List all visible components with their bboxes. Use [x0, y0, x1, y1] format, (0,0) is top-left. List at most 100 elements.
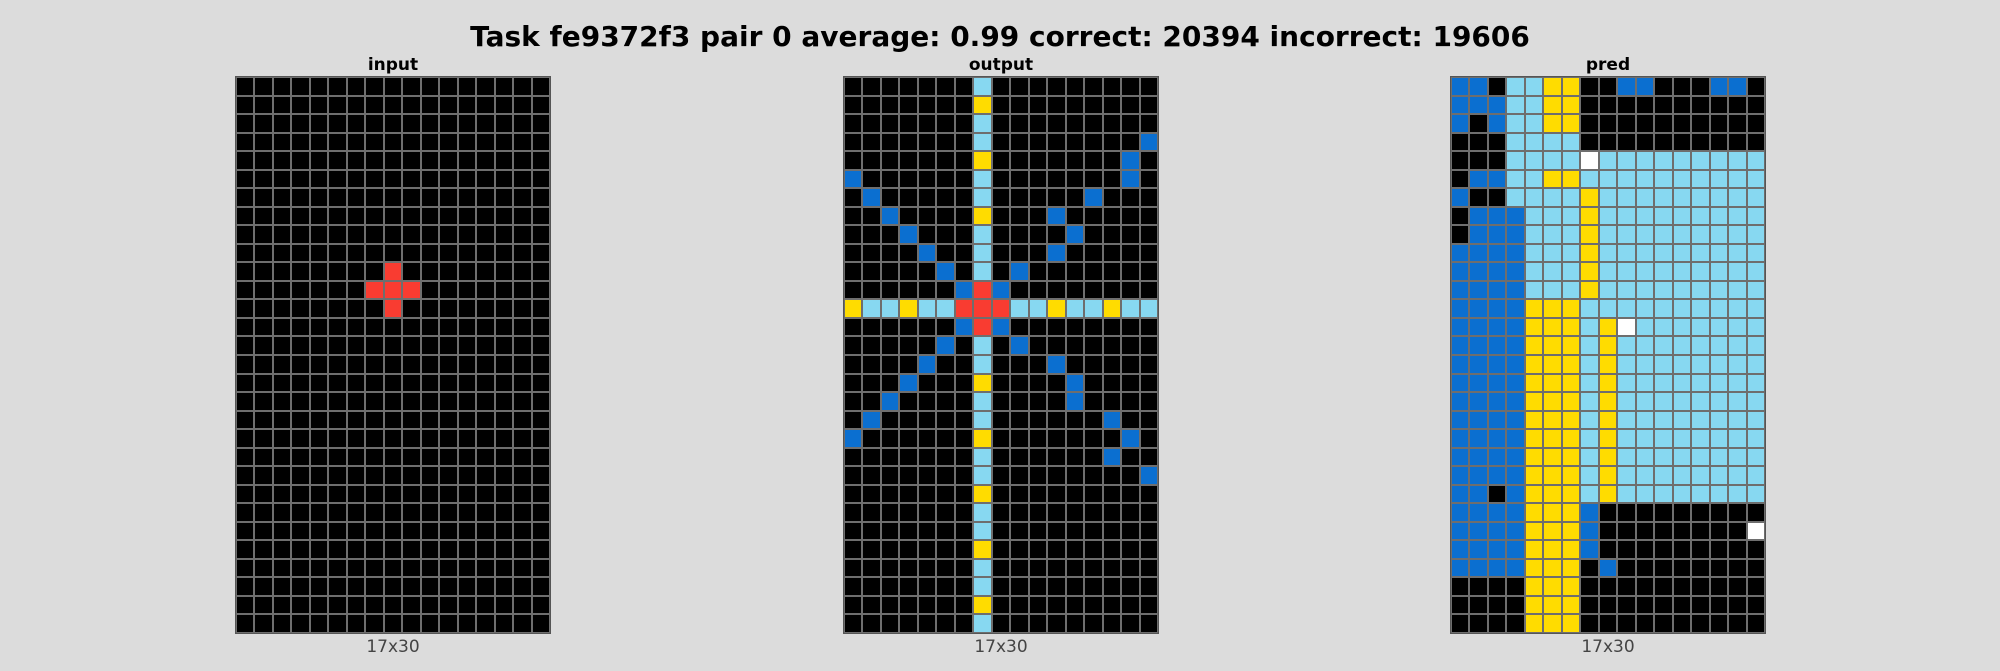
grid-cell [291, 540, 310, 559]
grid-cell [1672, 373, 1692, 393]
grid-cell [1746, 558, 1765, 578]
grid-cell [1543, 503, 1562, 522]
grid-cell [1691, 95, 1710, 115]
grid-cell [1728, 243, 1747, 263]
grid-cell [991, 558, 1011, 578]
grid-cell [1543, 466, 1562, 485]
grid-cell [1506, 392, 1525, 411]
grid-cell [1010, 373, 1029, 393]
grid-cell [513, 595, 532, 615]
grid-cell [1451, 206, 1470, 226]
grid-cell [1047, 466, 1066, 485]
grid-cell [1635, 95, 1655, 115]
grid-cell [991, 373, 1011, 393]
grid-cell [1598, 540, 1618, 559]
grid-cell [1580, 77, 1599, 96]
grid-cell [494, 429, 514, 448]
grid-cell [1709, 206, 1729, 226]
grid-cell [954, 132, 974, 152]
grid-cell [1617, 95, 1636, 115]
grid-cell [1047, 225, 1066, 244]
grid-cell [272, 225, 292, 244]
grid-cell [899, 225, 918, 244]
grid-cell [1561, 114, 1581, 133]
grid-cell [1617, 614, 1636, 633]
grid-cell [328, 429, 347, 448]
grid-cell [917, 132, 937, 152]
grid-cell [1451, 95, 1470, 115]
grid-cell [1598, 521, 1618, 541]
grid-cell [1084, 595, 1103, 615]
grid-cell [291, 429, 310, 448]
grid-cell [346, 151, 366, 170]
grid-cell [862, 447, 881, 467]
grid-cell [1654, 558, 1673, 578]
grid-cell [1580, 188, 1599, 207]
grid-cell [1728, 280, 1747, 300]
grid-cell [254, 354, 273, 374]
grid-cell [1028, 336, 1048, 355]
grid-cell [936, 151, 955, 170]
grid-cell [991, 503, 1011, 522]
grid-cell [328, 373, 347, 393]
grid-cell [1691, 392, 1710, 411]
grid-cell [513, 262, 532, 281]
grid-cell [1561, 188, 1581, 207]
grid-cell [1121, 614, 1140, 633]
grid-cell [1598, 243, 1618, 263]
grid-cell [1617, 558, 1636, 578]
grid-cell [1469, 392, 1488, 411]
grid-cell [272, 540, 292, 559]
grid-cell [328, 317, 347, 337]
grid-cell [1451, 373, 1470, 393]
grid-cell [1728, 132, 1747, 152]
grid-cell [1654, 132, 1673, 152]
grid-cell [1746, 429, 1765, 448]
grid-cell [1524, 132, 1544, 152]
grid-cell [1598, 206, 1618, 226]
grid-cell [917, 521, 937, 541]
grid-cell [494, 317, 514, 337]
grid-cell [1672, 466, 1692, 485]
grid-cell [1728, 540, 1747, 559]
grid-cell [439, 336, 458, 355]
grid-cell [1654, 151, 1673, 170]
grid-cell [254, 280, 273, 300]
grid-cell [365, 151, 384, 170]
grid-cell [365, 354, 384, 374]
grid-cell [1028, 262, 1048, 281]
grid-cell [991, 317, 1011, 337]
grid-cell [954, 206, 974, 226]
grid-cell [346, 77, 366, 96]
grid-cell [1028, 206, 1048, 226]
grid-cell [531, 429, 550, 448]
grid-cell [1561, 410, 1581, 430]
grid-cell [991, 595, 1011, 615]
grid-cell [1598, 77, 1618, 96]
grid-cell [1709, 151, 1729, 170]
grid-cell [1487, 577, 1507, 596]
grid-cell [1524, 373, 1544, 393]
grid-cell [1102, 614, 1122, 633]
grid-cell [383, 262, 403, 281]
grid-cell [1010, 466, 1029, 485]
grid-cell [880, 151, 900, 170]
grid-cell [1121, 132, 1140, 152]
grid-cell [476, 317, 495, 337]
grid-cell [476, 484, 495, 504]
grid-cell [1028, 577, 1048, 596]
grid-cell [1469, 447, 1488, 467]
grid-cell [457, 262, 477, 281]
grid-cell [1580, 132, 1599, 152]
grid-cell [494, 614, 514, 633]
grid-cell [1121, 466, 1140, 485]
grid-cell [346, 558, 366, 578]
grid-cell [1451, 243, 1470, 263]
grid-cell [1102, 151, 1122, 170]
grid-cell [1065, 132, 1085, 152]
grid-cell [1543, 280, 1562, 300]
grid-cell [236, 558, 255, 578]
grid-cell [420, 373, 440, 393]
grid-cell [1524, 540, 1544, 559]
grid-cell [1543, 614, 1562, 633]
